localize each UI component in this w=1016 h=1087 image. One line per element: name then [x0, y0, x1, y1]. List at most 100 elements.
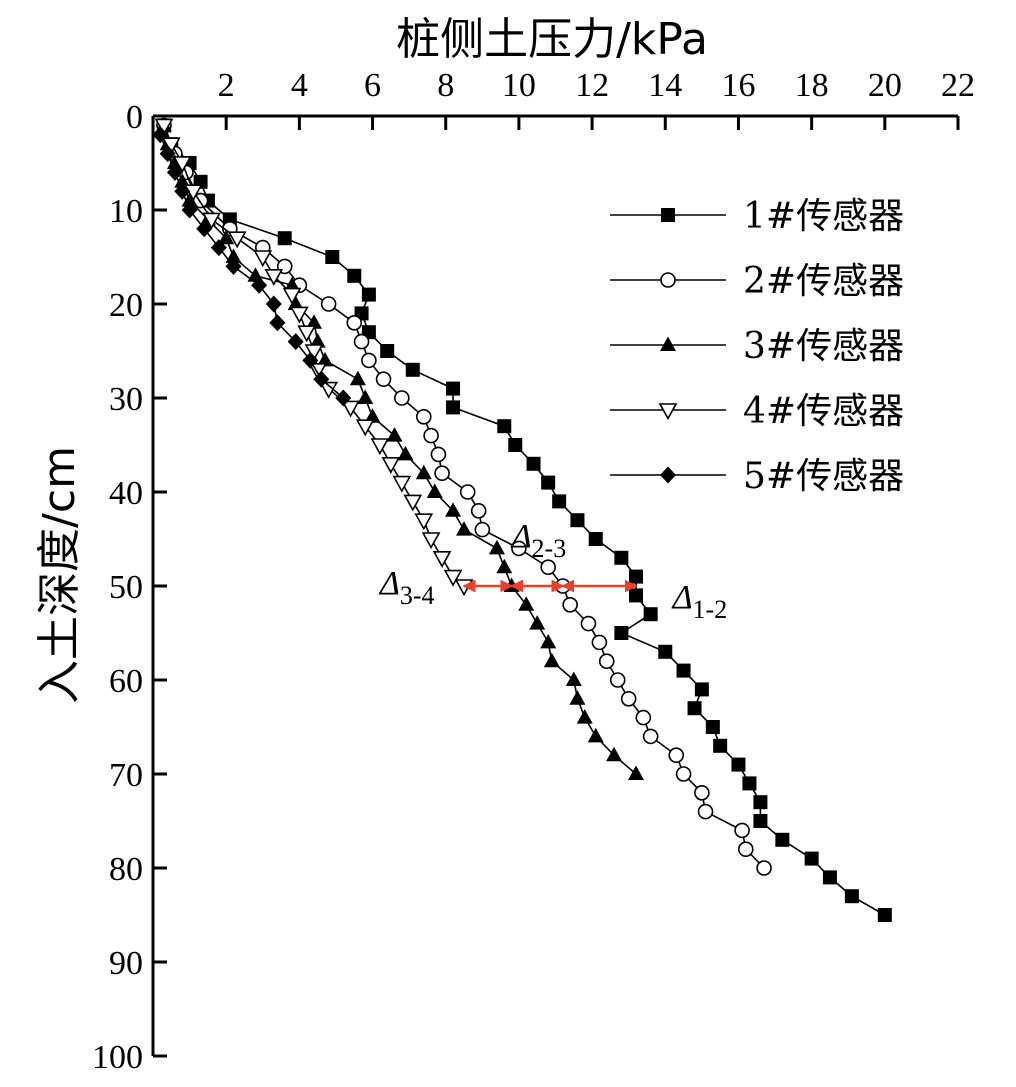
series-5	[152, 126, 352, 407]
data-point	[753, 814, 768, 828]
data-point	[225, 257, 242, 275]
data-point	[284, 276, 301, 292]
data-point	[518, 596, 535, 611]
data-point	[346, 314, 363, 331]
data-point	[355, 419, 375, 437]
delta-symbol: Δ	[378, 565, 400, 602]
legend-marker	[661, 208, 675, 222]
delta-subscript: 1-2	[693, 595, 728, 624]
x-tick-label: 6	[364, 67, 381, 104]
data-point	[562, 596, 578, 613]
data-point	[309, 333, 326, 348]
data-point	[313, 370, 330, 388]
data-point	[172, 156, 192, 174]
data-point	[353, 333, 370, 350]
data-point	[381, 456, 401, 474]
legend-label: 3#传感器	[743, 326, 904, 367]
legend-marker	[660, 336, 676, 351]
data-point	[804, 851, 819, 866]
data-point	[349, 370, 366, 386]
data-point	[697, 803, 714, 820]
data-point	[306, 314, 322, 329]
x-tick-label: 12	[575, 67, 609, 104]
data-point	[297, 325, 317, 343]
data-point	[628, 765, 644, 780]
data-point	[540, 633, 557, 649]
data-point	[405, 362, 420, 377]
data-point	[474, 521, 491, 538]
x-tick-label: 4	[291, 67, 308, 104]
data-point	[325, 250, 340, 264]
data-point	[742, 776, 757, 791]
y-tick-label: 10	[109, 193, 143, 230]
data-point	[676, 663, 691, 678]
data-point	[277, 231, 292, 246]
x-tick-label: 20	[868, 67, 902, 104]
series-layer	[152, 116, 892, 922]
data-point	[541, 475, 556, 490]
data-point	[629, 588, 643, 603]
legend: 1#传感器 2#传感器 3#传感器 4#传感器 5#传感器	[610, 196, 904, 497]
data-point	[877, 908, 892, 922]
data-point	[570, 513, 585, 528]
x-tick-label: 22	[941, 67, 975, 104]
data-point	[302, 351, 319, 369]
data-point	[415, 464, 432, 480]
data-point	[445, 502, 462, 517]
x-tick-label: 2	[218, 67, 235, 104]
data-point	[643, 607, 658, 622]
data-point	[335, 389, 352, 407]
data-point	[181, 201, 198, 219]
data-point	[614, 550, 629, 565]
data-point	[620, 690, 637, 707]
data-point	[181, 192, 198, 207]
data-point	[446, 381, 461, 396]
data-point	[357, 389, 374, 404]
legend-marker	[658, 403, 678, 421]
data-point	[290, 306, 309, 324]
data-point	[152, 126, 169, 144]
x-axis-title: 桩侧土压力/kPa	[396, 14, 708, 65]
y-tick-label: 40	[109, 475, 143, 512]
data-point	[264, 268, 284, 286]
annotation-layer: Δ3-4Δ2-3Δ1-2	[378, 518, 727, 624]
legend-item-2: 2#传感器	[610, 261, 904, 302]
legend-label: 5#传感器	[743, 456, 904, 497]
y-tick-label: 100	[92, 1039, 143, 1076]
data-point	[552, 494, 567, 509]
data-point	[434, 465, 450, 482]
data-point	[658, 644, 673, 659]
data-point	[361, 287, 376, 302]
data-point	[218, 229, 235, 245]
data-point	[287, 333, 304, 351]
data-point	[415, 408, 432, 425]
data-point	[511, 540, 527, 557]
data-point	[687, 701, 702, 716]
data-point	[606, 746, 623, 762]
legend-label: 4#传感器	[743, 391, 904, 432]
data-point	[565, 671, 582, 686]
data-point	[386, 427, 403, 442]
delta-symbol: Δ	[671, 579, 693, 616]
data-point	[426, 483, 443, 498]
data-point	[196, 220, 213, 238]
data-point	[161, 137, 181, 155]
data-point	[446, 400, 461, 415]
data-point	[844, 889, 859, 904]
data-point	[320, 296, 337, 312]
data-point	[588, 532, 603, 546]
x-tick-label: 16	[721, 67, 755, 104]
data-point	[497, 419, 512, 434]
data-point	[251, 276, 268, 294]
y-tick-label: 80	[109, 851, 143, 888]
data-point	[423, 427, 439, 444]
data-point	[753, 795, 768, 810]
data-point	[265, 295, 282, 313]
data-point	[609, 672, 626, 688]
data-point	[675, 766, 692, 782]
legend-item-1: 1#传感器	[610, 196, 904, 237]
data-point	[225, 248, 242, 263]
data-point	[576, 709, 593, 724]
